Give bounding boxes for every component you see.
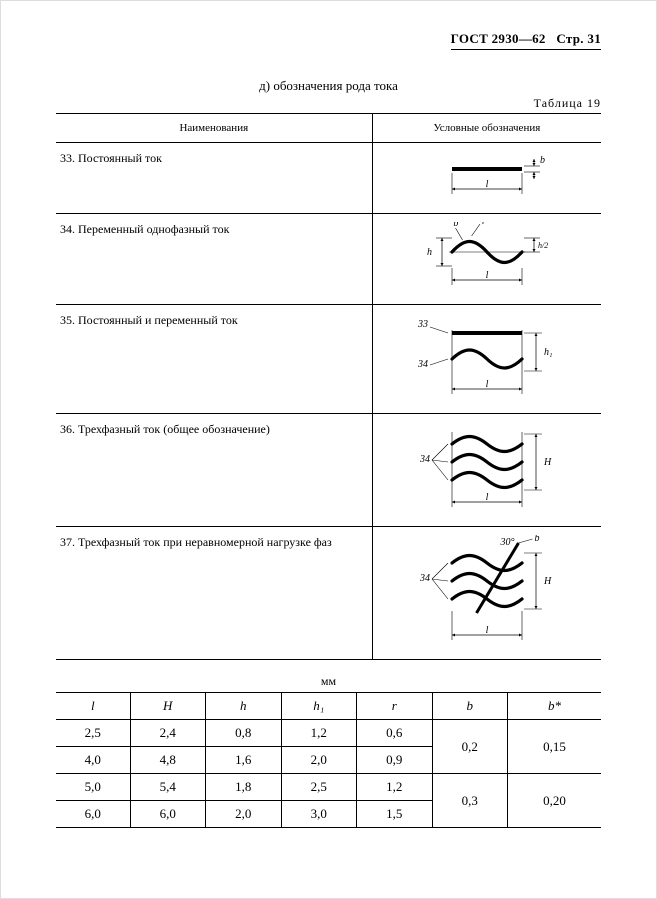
dims-cell: 0,8	[206, 720, 282, 747]
header-text: ГОСТ 2930—62 Стр. 31	[451, 31, 601, 50]
row-text: Переменный однофазный ток	[78, 222, 229, 236]
symbol-drawing: l h₁ 33 34	[412, 313, 562, 405]
row-number: 35.	[60, 313, 75, 327]
dims-cell: 4,0	[56, 747, 130, 774]
dims-cell: 1,5	[357, 801, 433, 828]
svg-text:H: H	[543, 576, 552, 587]
dims-cell: 2,0	[206, 801, 282, 828]
dims-header: l	[56, 693, 130, 720]
dims-cell-bs: 0,15	[508, 720, 602, 774]
row-number: 36.	[60, 422, 75, 436]
page-number: Стр. 31	[556, 31, 601, 46]
table-row: 36. Трехфазный ток (общее обозначение) l H…	[56, 414, 601, 527]
svg-text:b: b	[453, 222, 458, 229]
dims-cell: 4,8	[130, 747, 206, 774]
dims-header: h	[206, 693, 282, 720]
section-title-text: обозначения рода тока	[273, 78, 398, 93]
table-number: Таблица 19	[56, 96, 601, 111]
row-number: 34.	[60, 222, 75, 236]
symbol-drawing: 30° b l H 34	[412, 535, 562, 651]
row-text: Трехфазный ток (общее обозначение)	[78, 422, 270, 436]
symbol-drawing: l H 34	[412, 422, 562, 518]
dims-cell: 0,6	[357, 720, 433, 747]
dims-cell: 1,2	[357, 774, 433, 801]
svg-text:l: l	[485, 270, 488, 281]
row-text: Постоянный ток	[78, 151, 162, 165]
svg-text:H: H	[543, 457, 552, 468]
dims-cell: 6,0	[56, 801, 130, 828]
svg-text:l: l	[485, 179, 488, 190]
dims-cell-b: 0,3	[432, 774, 508, 828]
dims-cell: 6,0	[130, 801, 206, 828]
dims-unit: мм	[56, 674, 601, 689]
dims-cell: 2,5	[281, 774, 357, 801]
row-symbol: l h₁ 33 34	[372, 305, 601, 414]
dims-cell: 3,0	[281, 801, 357, 828]
svg-text:r: r	[482, 222, 486, 227]
row-number: 33.	[60, 151, 75, 165]
svg-text:b: b	[534, 535, 539, 544]
dims-cell: 5,4	[130, 774, 206, 801]
dims-cell-b: 0,2	[432, 720, 508, 774]
table-row: 35. Постоянный и переменный ток l h₁ 33 34	[56, 305, 601, 414]
row-symbol: lb	[372, 143, 601, 214]
row-name: 33. Постоянный ток	[56, 143, 372, 214]
dims-cell: 1,2	[281, 720, 357, 747]
symbol-drawing: lb	[412, 151, 562, 205]
row-text: Постоянный и переменный ток	[78, 313, 238, 327]
row-symbol: l h r b h/2	[372, 214, 601, 305]
row-name: 37. Трехфазный ток при неравномерной наг…	[56, 527, 372, 660]
dims-row: 5,05,41,82,51,20,30,20	[56, 774, 601, 801]
dims-header: h₁	[281, 693, 357, 720]
dims-cell: 2,4	[130, 720, 206, 747]
svg-text:34: 34	[419, 573, 430, 584]
row-number: 37.	[60, 535, 75, 549]
svg-text:30°: 30°	[499, 537, 514, 548]
svg-text:34: 34	[419, 454, 430, 465]
header: ГОСТ 2930—62 Стр. 31	[56, 31, 601, 50]
svg-text:l: l	[485, 379, 488, 390]
svg-text:h/2: h/2	[538, 241, 548, 250]
table-row: 34. Переменный однофазный ток l h r b h/2	[56, 214, 601, 305]
dims-cell: 1,8	[206, 774, 282, 801]
section-title: д) обозначения рода тока	[56, 78, 601, 94]
svg-text:l: l	[485, 492, 488, 503]
svg-text:h: h	[427, 247, 432, 258]
row-text: Трехфазный ток при неравномерной нагрузк…	[78, 535, 332, 549]
dims-header: r	[357, 693, 433, 720]
svg-text:h₁: h₁	[544, 347, 552, 358]
dims-table: lHhh₁rbb* 2,52,40,81,20,60,20,154,04,81,…	[56, 692, 601, 828]
row-name: 35. Постоянный и переменный ток	[56, 305, 372, 414]
dims-header: b	[432, 693, 508, 720]
col-symbol-header: Условные обозначения	[372, 114, 601, 143]
row-name: 36. Трехфазный ток (общее обозначение)	[56, 414, 372, 527]
dims-cell-bs: 0,20	[508, 774, 602, 828]
section-letter: д)	[259, 78, 270, 93]
svg-text:b: b	[540, 155, 545, 166]
row-symbol: l H 34	[372, 414, 601, 527]
dims-cell: 2,0	[281, 747, 357, 774]
table-row: 37. Трехфазный ток при неравномерной наг…	[56, 527, 601, 660]
svg-text:34: 34	[417, 359, 428, 370]
table-row: 33. Постоянный токlb	[56, 143, 601, 214]
svg-text:l: l	[485, 625, 488, 636]
symbols-table: Наименования Условные обозначения 33. По…	[56, 113, 601, 660]
row-symbol: 30° b l H 34	[372, 527, 601, 660]
page: ГОСТ 2930—62 Стр. 31 д) обозначения рода…	[0, 0, 657, 899]
dims-cell: 2,5	[56, 720, 130, 747]
dims-cell: 5,0	[56, 774, 130, 801]
dims-header: b*	[508, 693, 602, 720]
symbol-drawing: l h r b h/2	[412, 222, 562, 296]
svg-text:33: 33	[417, 319, 428, 330]
dims-cell: 1,6	[206, 747, 282, 774]
dims-cell: 0,9	[357, 747, 433, 774]
row-name: 34. Переменный однофазный ток	[56, 214, 372, 305]
dims-header: H	[130, 693, 206, 720]
standard-number: ГОСТ 2930—62	[451, 31, 546, 46]
col-name-header: Наименования	[56, 114, 372, 143]
dims-row: 2,52,40,81,20,60,20,15	[56, 720, 601, 747]
